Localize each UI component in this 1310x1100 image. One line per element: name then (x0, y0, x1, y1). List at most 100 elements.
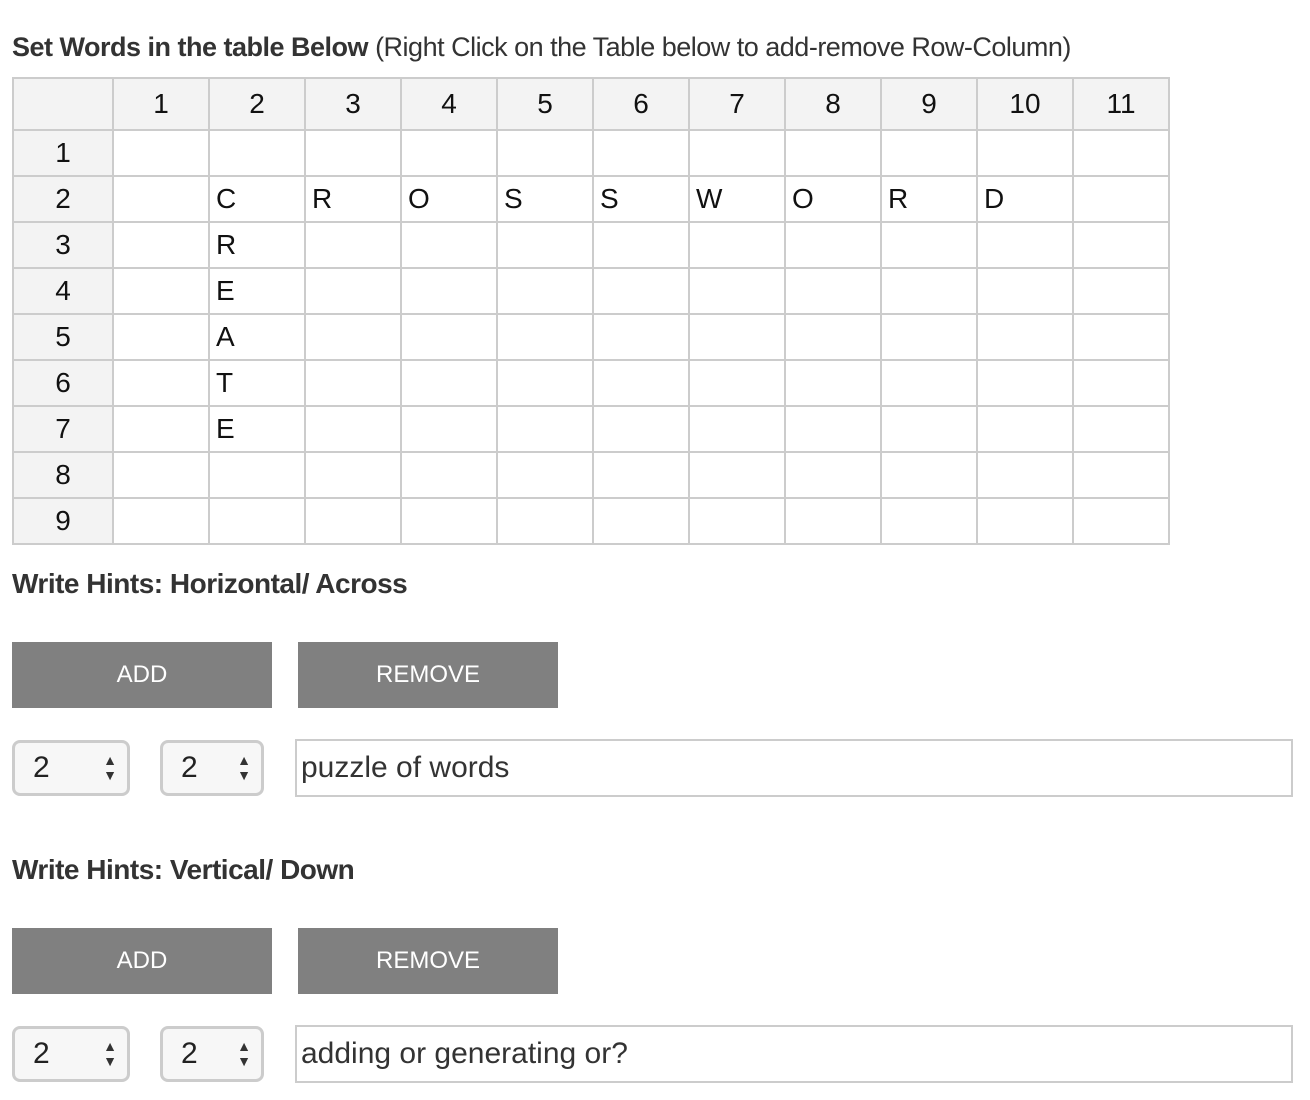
grid-cell[interactable] (1072, 359, 1170, 407)
grid-cell[interactable]: S (592, 175, 690, 223)
down-remove-button[interactable]: REMOVE (298, 928, 558, 994)
grid-cell[interactable] (112, 405, 210, 453)
down-add-button[interactable]: ADD (12, 928, 272, 994)
grid-cell[interactable] (496, 313, 594, 361)
grid-cell[interactable] (592, 497, 690, 545)
down-hint-input[interactable] (295, 1025, 1293, 1083)
down-col-stepper[interactable]: 2 ▲ ▼ (160, 1026, 264, 1082)
grid-cell[interactable] (1072, 175, 1170, 223)
grid-cell[interactable] (112, 451, 210, 499)
grid-cell[interactable] (784, 497, 882, 545)
grid-cell[interactable] (880, 221, 978, 269)
grid-cell[interactable] (496, 221, 594, 269)
grid-cell[interactable]: E (208, 267, 306, 315)
grid-cell[interactable] (304, 221, 402, 269)
grid-cell[interactable] (112, 359, 210, 407)
grid-cell[interactable] (784, 313, 882, 361)
grid-cell[interactable] (1072, 405, 1170, 453)
grid-cell[interactable] (400, 451, 498, 499)
grid-cell[interactable] (112, 129, 210, 177)
across-remove-button[interactable]: REMOVE (298, 642, 558, 708)
grid-cell[interactable] (400, 267, 498, 315)
grid-cell[interactable] (1072, 313, 1170, 361)
grid-cell[interactable] (208, 129, 306, 177)
grid-cell[interactable] (400, 497, 498, 545)
grid-cell[interactable] (304, 267, 402, 315)
grid-cell[interactable] (976, 221, 1074, 269)
grid-cell[interactable]: R (304, 175, 402, 223)
grid-cell[interactable] (208, 451, 306, 499)
grid-cell[interactable]: W (688, 175, 786, 223)
grid-cell[interactable] (304, 129, 402, 177)
grid-cell[interactable] (592, 313, 690, 361)
down-row-stepper[interactable]: 2 ▲ ▼ (12, 1026, 130, 1082)
grid-cell[interactable] (112, 267, 210, 315)
grid-cell[interactable]: O (400, 175, 498, 223)
grid-cell[interactable] (112, 221, 210, 269)
grid-cell[interactable]: E (208, 405, 306, 453)
grid-cell[interactable] (784, 451, 882, 499)
grid-cell[interactable] (112, 497, 210, 545)
grid-cell[interactable] (976, 313, 1074, 361)
crossword-table[interactable]: 1 2 3 4 5 6 7 8 9 10 11 1 2 C R O S S W O R D 3 R 4 E 5 A 6 T 7 E 8 9 (12, 77, 1170, 545)
across-row-stepper[interactable]: 2 ▲ ▼ (12, 740, 130, 796)
grid-cell[interactable] (688, 405, 786, 453)
grid-cell[interactable]: S (496, 175, 594, 223)
grid-cell[interactable] (400, 221, 498, 269)
across-add-button[interactable]: ADD (12, 642, 272, 708)
grid-cell[interactable] (304, 359, 402, 407)
grid-cell[interactable] (400, 129, 498, 177)
across-hint-input[interactable] (295, 739, 1293, 797)
across-col-stepper[interactable]: 2 ▲ ▼ (160, 740, 264, 796)
grid-cell[interactable] (1072, 451, 1170, 499)
grid-cell[interactable] (688, 497, 786, 545)
grid-cell[interactable]: R (880, 175, 978, 223)
grid-cell[interactable] (880, 129, 978, 177)
grid-cell[interactable] (208, 497, 306, 545)
grid-cell[interactable] (880, 267, 978, 315)
grid-cell[interactable] (688, 359, 786, 407)
grid-cell[interactable] (496, 451, 594, 499)
grid-cell[interactable] (976, 405, 1074, 453)
grid-cell[interactable] (400, 313, 498, 361)
grid-cell[interactable] (880, 497, 978, 545)
grid-cell[interactable] (688, 267, 786, 315)
grid-cell[interactable] (784, 405, 882, 453)
grid-cell[interactable]: C (208, 175, 306, 223)
grid-cell[interactable] (880, 313, 978, 361)
grid-cell[interactable] (1072, 129, 1170, 177)
grid-cell[interactable] (976, 129, 1074, 177)
grid-cell[interactable] (400, 405, 498, 453)
stepper-arrows-icon[interactable]: ▲ ▼ (237, 1038, 251, 1069)
grid-cell[interactable] (880, 451, 978, 499)
grid-cell[interactable]: O (784, 175, 882, 223)
grid-cell[interactable] (496, 405, 594, 453)
grid-cell[interactable]: A (208, 313, 306, 361)
stepper-arrows-icon[interactable]: ▲ ▼ (237, 752, 251, 783)
grid-cell[interactable] (784, 221, 882, 269)
grid-cell[interactable]: R (208, 221, 306, 269)
grid-cell[interactable] (784, 129, 882, 177)
grid-cell[interactable] (304, 451, 402, 499)
grid-cell[interactable] (880, 405, 978, 453)
grid-cell[interactable] (112, 175, 210, 223)
grid-cell[interactable] (592, 451, 690, 499)
grid-cell[interactable] (496, 129, 594, 177)
grid-cell[interactable] (976, 451, 1074, 499)
stepper-arrows-icon[interactable]: ▲ ▼ (103, 1038, 117, 1069)
grid-cell[interactable] (496, 497, 594, 545)
grid-cell[interactable] (112, 313, 210, 361)
grid-cell[interactable] (496, 359, 594, 407)
stepper-arrows-icon[interactable]: ▲ ▼ (103, 752, 117, 783)
grid-cell[interactable] (976, 497, 1074, 545)
grid-cell[interactable]: D (976, 175, 1074, 223)
grid-cell[interactable] (592, 359, 690, 407)
grid-cell[interactable] (304, 497, 402, 545)
grid-cell[interactable] (784, 267, 882, 315)
grid-cell[interactable] (592, 267, 690, 315)
grid-cell[interactable] (688, 221, 786, 269)
grid-cell[interactable] (688, 313, 786, 361)
grid-cell[interactable] (496, 267, 594, 315)
grid-cell[interactable] (592, 129, 690, 177)
grid-cell[interactable] (880, 359, 978, 407)
